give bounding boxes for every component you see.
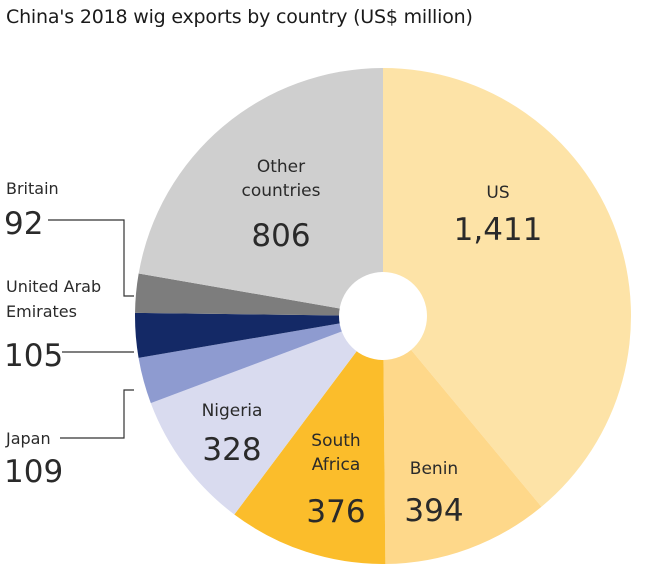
slice-value-us: 1,411 <box>454 212 543 248</box>
slice-label-benin: Benin <box>410 459 458 479</box>
external-label-britain: Britain <box>6 179 59 198</box>
slice-label-south-africa: Africa <box>312 455 361 475</box>
external-label-japan: Japan <box>5 429 51 448</box>
slice-us <box>383 68 631 507</box>
slice-value-benin: 394 <box>404 493 463 529</box>
chart-title: China's 2018 wig exports by country (US$… <box>6 6 473 28</box>
slice-other-countries <box>138 68 383 316</box>
external-value-japan: 109 <box>4 454 63 490</box>
slice-label-other-countries: countries <box>242 181 321 201</box>
slice-britain <box>135 273 383 316</box>
slice-label-us: US <box>486 183 509 203</box>
external-value-united-arab-emirates: 105 <box>4 338 63 374</box>
leader-line-japan <box>60 389 134 439</box>
slice-south-africa <box>234 316 386 564</box>
leader-line-britain <box>48 219 134 297</box>
slice-label-south-africa: South <box>311 431 360 451</box>
slice-japan <box>138 316 383 404</box>
external-label-united-arab-emirates: United Arab <box>6 277 101 296</box>
slice-value-other-countries: 806 <box>251 218 310 254</box>
donut-hole <box>339 272 427 360</box>
external-label-united-arab-emirates: Emirates <box>6 302 77 321</box>
slice-nigeria <box>150 316 383 515</box>
slice-value-south-africa: 376 <box>306 494 365 530</box>
slice-label-nigeria: Nigeria <box>202 401 263 421</box>
external-value-britain: 92 <box>4 206 43 242</box>
slice-benin <box>383 316 542 564</box>
slice-united-arab-emirates <box>135 312 383 358</box>
slice-label-other-countries: Other <box>257 157 305 177</box>
slice-value-nigeria: 328 <box>202 432 261 468</box>
